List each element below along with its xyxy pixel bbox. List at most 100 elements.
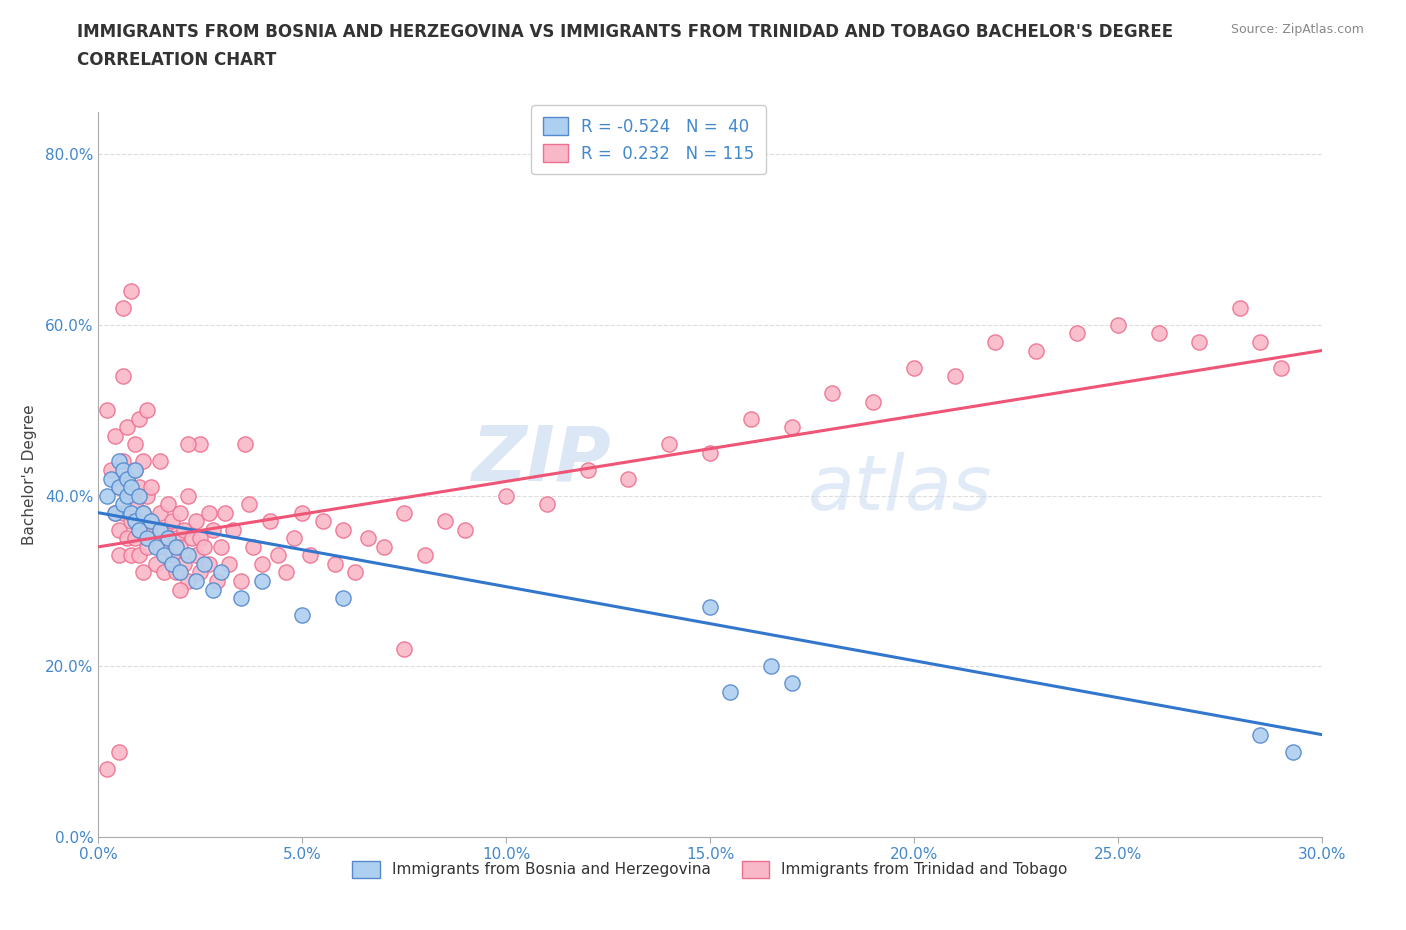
Point xyxy=(104,505,127,520)
Point xyxy=(177,574,200,589)
Point xyxy=(104,505,127,520)
Point xyxy=(132,505,155,520)
Point xyxy=(188,531,212,546)
Point xyxy=(132,565,155,580)
Point xyxy=(205,574,228,589)
Point xyxy=(128,411,150,426)
Point xyxy=(120,480,142,495)
Point xyxy=(332,591,354,605)
Point xyxy=(141,513,163,528)
Point xyxy=(104,429,127,444)
Point xyxy=(128,523,150,538)
Point xyxy=(96,488,118,503)
Point xyxy=(96,762,118,777)
Point xyxy=(1282,744,1305,759)
Point xyxy=(576,462,599,477)
Point xyxy=(156,531,179,546)
Point xyxy=(312,513,335,528)
Point xyxy=(120,513,142,528)
Point xyxy=(177,437,200,452)
Point xyxy=(173,523,195,538)
Point xyxy=(193,539,215,554)
Point xyxy=(231,591,253,605)
Point xyxy=(356,531,378,546)
Point xyxy=(145,556,167,571)
Point xyxy=(128,480,150,495)
Point xyxy=(242,539,264,554)
Point xyxy=(274,565,297,580)
Point xyxy=(120,284,142,299)
Point xyxy=(536,497,558,512)
Point xyxy=(291,505,314,520)
Point xyxy=(120,548,142,563)
Point xyxy=(177,548,200,563)
Point xyxy=(267,548,290,563)
Point xyxy=(984,335,1007,350)
Point xyxy=(344,565,367,580)
Point xyxy=(197,556,219,571)
Point xyxy=(173,556,195,571)
Point xyxy=(169,582,191,597)
Point xyxy=(780,676,803,691)
Point xyxy=(152,565,174,580)
Point xyxy=(141,513,163,528)
Legend: Immigrants from Bosnia and Herzegovina, Immigrants from Trinidad and Tobago: Immigrants from Bosnia and Herzegovina, … xyxy=(346,855,1074,884)
Point xyxy=(132,505,155,520)
Point xyxy=(821,386,844,401)
Point xyxy=(165,539,187,554)
Point xyxy=(332,523,354,538)
Point xyxy=(413,548,436,563)
Point xyxy=(186,513,208,528)
Point xyxy=(454,523,477,538)
Point xyxy=(149,454,172,469)
Point xyxy=(115,420,138,435)
Point xyxy=(149,505,172,520)
Point xyxy=(136,488,159,503)
Point xyxy=(120,488,142,503)
Y-axis label: Bachelor's Degree: Bachelor's Degree xyxy=(21,404,37,545)
Point xyxy=(392,642,416,657)
Point xyxy=(181,531,204,546)
Point xyxy=(1107,317,1129,332)
Point xyxy=(1025,343,1047,358)
Point xyxy=(373,539,395,554)
Point xyxy=(222,523,245,538)
Point xyxy=(283,531,305,546)
Point xyxy=(115,531,138,546)
Point xyxy=(434,513,457,528)
Point xyxy=(1249,335,1271,350)
Point xyxy=(1188,335,1211,350)
Point xyxy=(160,556,183,571)
Point xyxy=(108,523,131,538)
Point xyxy=(250,574,273,589)
Point xyxy=(96,403,118,418)
Point xyxy=(100,472,122,486)
Point xyxy=(699,445,721,460)
Point xyxy=(761,658,783,673)
Point xyxy=(780,420,803,435)
Text: ZIP: ZIP xyxy=(472,423,612,497)
Point xyxy=(209,539,232,554)
Point xyxy=(1147,326,1170,341)
Point xyxy=(160,513,183,528)
Point xyxy=(238,497,260,512)
Point xyxy=(128,488,150,503)
Point xyxy=(699,599,721,614)
Point xyxy=(111,505,134,520)
Point xyxy=(214,505,236,520)
Point xyxy=(231,574,253,589)
Point xyxy=(136,403,159,418)
Point xyxy=(233,437,256,452)
Point xyxy=(124,462,146,477)
Text: atlas: atlas xyxy=(808,452,993,525)
Point xyxy=(1270,360,1292,375)
Point xyxy=(169,565,191,580)
Point xyxy=(124,462,146,477)
Point xyxy=(903,360,925,375)
Point xyxy=(259,513,281,528)
Point xyxy=(111,454,134,469)
Point xyxy=(617,472,640,486)
Point xyxy=(108,744,131,759)
Point xyxy=(152,548,174,563)
Point xyxy=(186,548,208,563)
